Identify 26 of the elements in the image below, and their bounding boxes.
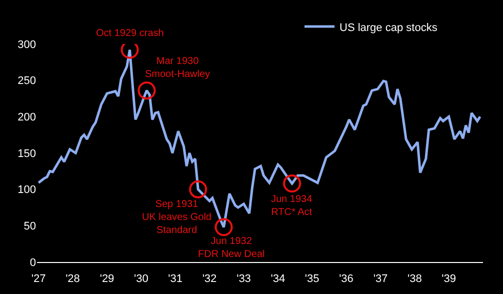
x-tick-label: '35: [304, 273, 320, 286]
annotation: Oct 1929 crash: [96, 28, 164, 39]
y-tick-label: 250: [18, 75, 36, 88]
x-tick-label: '33: [236, 273, 251, 286]
y-tick-label: 150: [18, 148, 36, 160]
y-tick-label: 50: [24, 220, 36, 233]
annotation: Jun 1932 FDR New Deal: [198, 236, 265, 260]
x-tick-label: '27: [31, 273, 46, 286]
x-tick-label: '28: [66, 273, 80, 286]
annotation: Jun 1934 RTC* Act: [271, 194, 313, 218]
x-tick-label: '38: [408, 273, 422, 286]
x-tick-label: '32: [202, 273, 217, 286]
x-tick-label: '36: [339, 273, 354, 286]
x-tick-label: '29: [100, 273, 114, 286]
x-tick-label: '34: [270, 273, 286, 286]
x-tick-label: '30: [134, 273, 148, 286]
y-tick-label: 300: [18, 38, 36, 51]
y-tick-label: 0: [30, 256, 36, 269]
annotation: Mar 1930 Smoot-Hawley: [145, 56, 210, 80]
annotation: Sep 1931 UK leaves Gold Standard: [142, 199, 212, 236]
legend-label: US large cap stocks: [340, 22, 438, 34]
x-tick-label: '31: [168, 273, 183, 286]
x-tick-label: '39: [442, 273, 456, 286]
y-tick-label: 100: [18, 184, 36, 196]
y-tick-label: 200: [18, 112, 36, 124]
x-tick-label: '37: [373, 273, 388, 286]
